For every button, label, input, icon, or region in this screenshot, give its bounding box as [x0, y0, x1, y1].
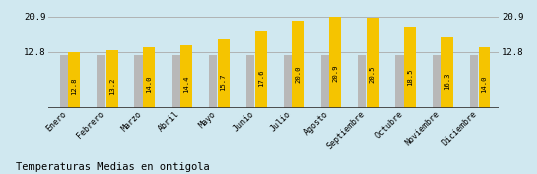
Text: 20.5: 20.5: [369, 65, 376, 83]
Text: 14.0: 14.0: [146, 76, 152, 93]
Text: 14.0: 14.0: [482, 76, 488, 93]
Bar: [433, 56, 441, 108]
Bar: [246, 56, 255, 108]
Text: Temperaturas Medias en ontigola: Temperaturas Medias en ontigola: [16, 162, 210, 172]
Bar: [68, 52, 81, 108]
Text: 20.0: 20.0: [295, 66, 301, 83]
Bar: [284, 56, 292, 108]
Bar: [106, 50, 118, 108]
Bar: [441, 37, 453, 108]
Bar: [60, 56, 68, 108]
Bar: [217, 39, 229, 108]
Bar: [255, 31, 267, 108]
Bar: [367, 18, 379, 108]
Text: 12.8: 12.8: [71, 78, 77, 95]
Bar: [209, 56, 217, 108]
Bar: [180, 45, 192, 108]
Text: 18.5: 18.5: [407, 68, 413, 86]
Bar: [404, 27, 416, 108]
Text: 15.7: 15.7: [221, 73, 227, 91]
Bar: [172, 56, 180, 108]
Bar: [358, 56, 366, 108]
Bar: [321, 56, 329, 108]
Bar: [97, 56, 105, 108]
Bar: [292, 21, 304, 108]
Bar: [478, 47, 490, 108]
Bar: [134, 56, 143, 108]
Bar: [470, 56, 478, 108]
Text: 16.3: 16.3: [444, 72, 450, 90]
Text: 17.6: 17.6: [258, 70, 264, 87]
Text: 14.4: 14.4: [183, 75, 189, 93]
Text: 13.2: 13.2: [108, 77, 115, 95]
Bar: [143, 47, 155, 108]
Bar: [395, 56, 404, 108]
Bar: [329, 17, 342, 108]
Text: 20.9: 20.9: [332, 64, 338, 82]
